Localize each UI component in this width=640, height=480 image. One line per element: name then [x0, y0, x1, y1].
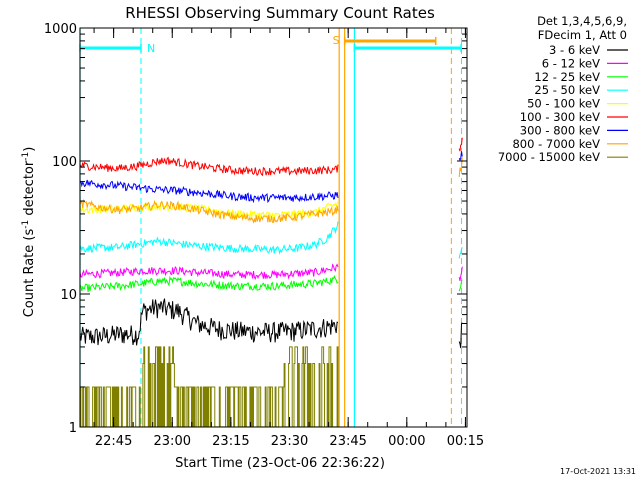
legend-entry-label: 3 - 6 keV — [549, 43, 600, 57]
series-line-7 — [79, 198, 339, 224]
saa-label: S — [333, 34, 340, 47]
y-axis-label: Count Rate (s-1 detector-1) — [21, 147, 37, 318]
y-label-sup-2: -1 — [21, 152, 31, 161]
x-tick-label: 23:45 — [329, 434, 366, 449]
y-label-part-2: detector — [22, 160, 37, 220]
legend-header-line: Det 1,3,4,5,6,9, — [537, 14, 627, 28]
chart-title: RHESSI Observing Summary Count Rates — [125, 4, 435, 22]
legend-header-line: FDecim 1, Att 0 — [538, 28, 627, 42]
y-label-part-1: Count Rate (s — [22, 229, 37, 318]
x-axis-label: Start Time (23-Oct-06 22:36:22) — [175, 456, 385, 471]
y-label-part-3: ) — [22, 147, 37, 152]
series-line-5 — [79, 156, 339, 177]
series-line-8 — [80, 346, 339, 428]
x-tick-label: 00:00 — [388, 434, 425, 449]
legend: Det 1,3,4,5,6,9, FDecim 1, Att 0 3 - 6 k… — [498, 14, 628, 164]
series-line-5 — [458, 137, 463, 152]
series-line-0 — [79, 298, 339, 346]
series-layer — [79, 137, 463, 428]
axes-layer: 1 10 100 1000 22:45 23:00 23:15 23:30 23:45 00:00… — [44, 22, 484, 449]
y-label-sup-1: -1 — [21, 220, 31, 229]
legend-entry-label: 6 - 12 keV — [542, 56, 600, 70]
series-line-3 — [458, 246, 463, 259]
series-line-0 — [458, 322, 463, 349]
x-tick-label: 00:15 — [447, 434, 484, 449]
x-tick-label: 22:45 — [95, 434, 132, 449]
series-line-6 — [79, 179, 339, 204]
series-line-7 — [458, 157, 463, 178]
y-tick-label: 1 — [69, 421, 77, 436]
series-line-3 — [79, 221, 339, 255]
y-tick-label: 1000 — [44, 22, 77, 37]
plot-frame — [79, 27, 468, 428]
legend-entry-label: 25 - 50 keV — [534, 83, 600, 97]
series-line-1 — [458, 266, 463, 282]
legend-entry-label: 300 - 800 keV — [520, 123, 600, 137]
x-tick-label: 23:30 — [271, 434, 308, 449]
series-line-2 — [458, 279, 463, 292]
legend-entry-label: 100 - 300 keV — [520, 110, 600, 124]
night-label: N — [147, 42, 155, 55]
series-line-6 — [458, 151, 463, 162]
x-tick-label: 23:00 — [154, 434, 191, 449]
legend-entry-label: 7000 - 15000 keV — [498, 150, 600, 164]
x-tick-label: 23:15 — [212, 434, 249, 449]
y-tick-label: 100 — [52, 155, 77, 170]
legend-entry-label: 50 - 100 keV — [527, 97, 600, 111]
y-tick-label: 10 — [60, 288, 77, 303]
series-line-2 — [79, 275, 339, 293]
timestamp-label: 17-Oct-2021 13:31 — [560, 467, 636, 476]
series-line-1 — [79, 263, 339, 280]
legend-entry-label: 12 - 25 keV — [534, 70, 600, 84]
legend-entry-label: 800 - 7000 keV — [512, 137, 600, 151]
